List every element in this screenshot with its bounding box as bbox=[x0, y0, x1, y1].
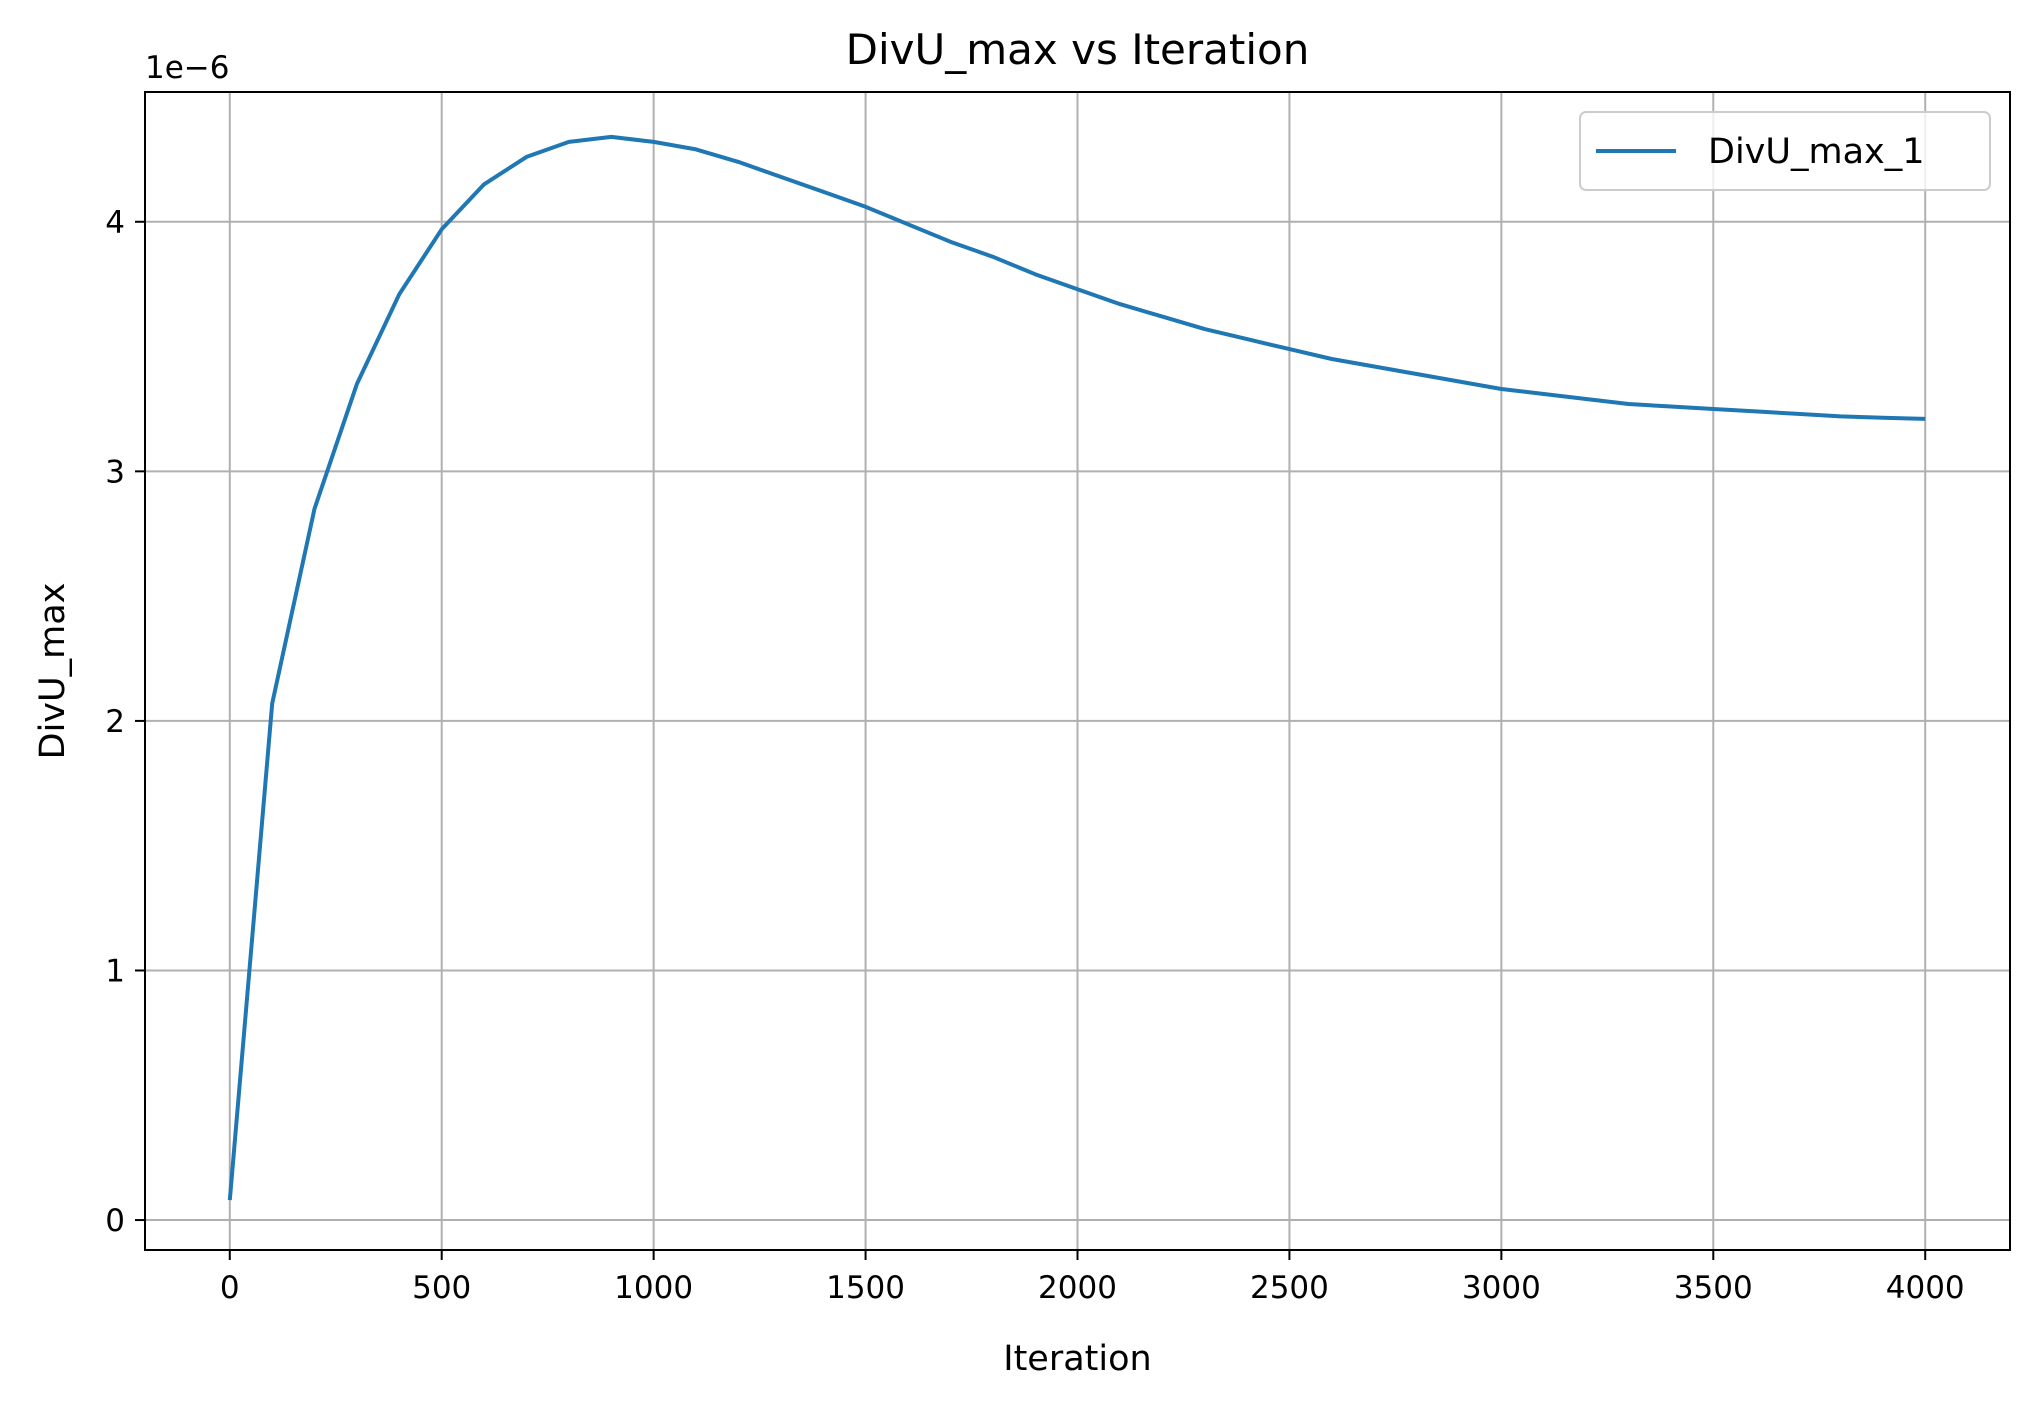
chart-title: DivU_max vs Iteration bbox=[846, 25, 1310, 74]
legend: DivU_max_1 bbox=[1579, 111, 1991, 191]
x-tick-label: 2000 bbox=[1038, 1270, 1117, 1306]
grid bbox=[145, 92, 2010, 1250]
y-axis-offset-label: 1e−6 bbox=[145, 50, 230, 86]
x-tick-label: 3500 bbox=[1674, 1270, 1753, 1306]
y-tick-label: 1 bbox=[105, 953, 125, 989]
y-tick-label: 4 bbox=[105, 205, 125, 241]
y-tick-label: 0 bbox=[105, 1203, 125, 1239]
x-tick-label: 3000 bbox=[1462, 1270, 1541, 1306]
series-line-divu-max-1 bbox=[227, 134, 1926, 1201]
axis-ticks: 0 500 1000 1500 2000 2500 3000 3500 4000 0 1 2 3 4 bbox=[105, 205, 1964, 1306]
x-axis-label: Iteration bbox=[1003, 1339, 1151, 1379]
x-tick-label: 0 bbox=[220, 1270, 240, 1306]
x-tick-label: 4000 bbox=[1886, 1270, 1965, 1306]
legend-box bbox=[1579, 111, 1991, 191]
y-tick-label: 3 bbox=[105, 454, 125, 490]
x-tick-label: 2500 bbox=[1250, 1270, 1329, 1306]
y-tick-label: 2 bbox=[105, 704, 125, 740]
x-tick-label: 500 bbox=[412, 1270, 471, 1306]
x-tick-label: 1500 bbox=[826, 1270, 905, 1306]
y-axis-label: DivU_max bbox=[33, 583, 73, 760]
legend-label: DivU_max_1 bbox=[1708, 132, 1925, 172]
plot-series bbox=[227, 134, 1926, 1201]
x-tick-label: 1000 bbox=[614, 1270, 693, 1306]
